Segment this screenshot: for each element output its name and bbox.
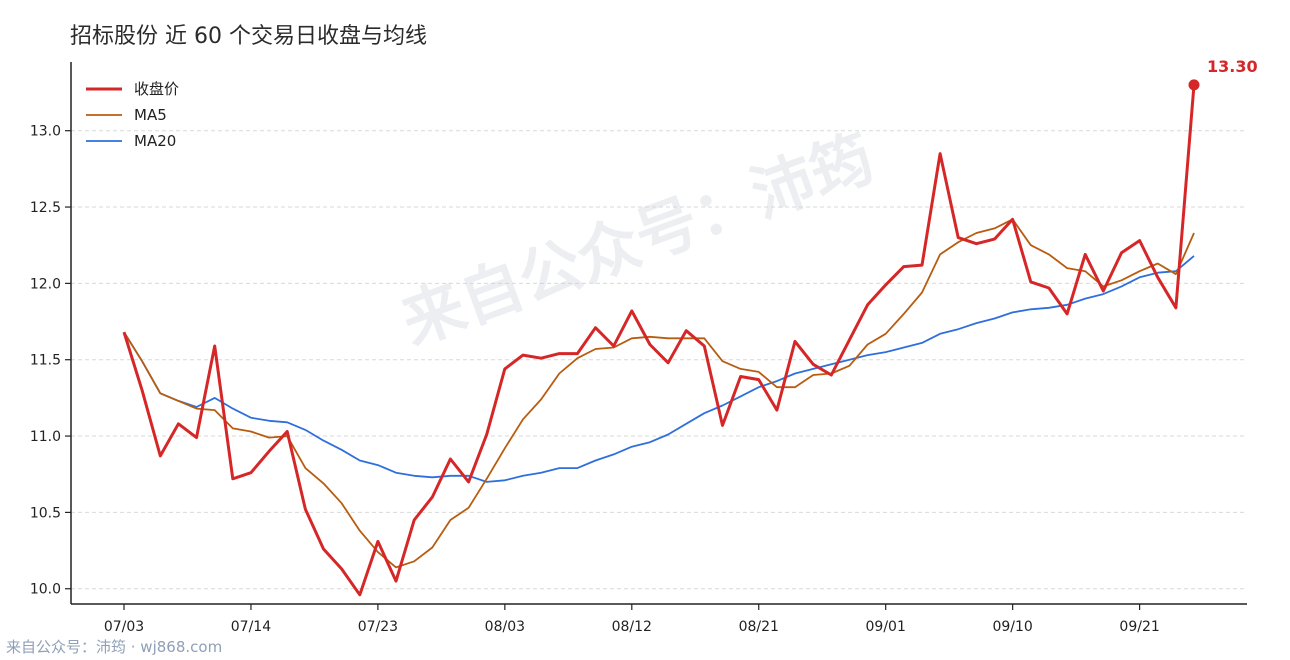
x-tick-label: 08/12 <box>612 619 652 635</box>
x-tick-label: 08/03 <box>485 619 525 635</box>
x-tick-label: 09/10 <box>992 619 1032 635</box>
y-tick-label: 10.0 <box>30 582 61 598</box>
y-tick-label: 11.5 <box>30 353 61 369</box>
x-tick-label: 07/23 <box>358 619 398 635</box>
legend-label: 收盘价 <box>134 80 179 98</box>
corner-watermark: 来自公众号：沛筠 · wj868.com <box>6 638 223 656</box>
series-line-ma5 <box>123 218 1195 569</box>
legend: 收盘价 MA5 MA20 <box>86 80 179 150</box>
x-tick-label: 09/21 <box>1119 619 1159 635</box>
peak-point <box>1188 79 1200 91</box>
x-tick-label: 08/21 <box>739 619 779 635</box>
y-tick-label: 12.0 <box>30 276 61 292</box>
series-lines: 13.30 <box>122 57 1258 597</box>
series-line-close <box>122 84 1196 597</box>
y-tick-label: 13.0 <box>30 124 61 140</box>
y-tick-label: 11.0 <box>30 429 61 445</box>
chart-title: 招标股份 近 60 个交易日收盘与均线 <box>70 24 427 49</box>
x-tick-label: 07/14 <box>231 619 271 635</box>
y-tick-label: 10.5 <box>30 505 61 521</box>
x-tick-label: 07/03 <box>104 619 144 635</box>
series-line-ma20 <box>123 255 1195 483</box>
peak-label: 13.30 <box>1207 57 1258 76</box>
x-tick-label: 09/01 <box>866 619 906 635</box>
legend-label: MA20 <box>134 132 176 150</box>
y-tick-label: 12.5 <box>30 200 61 216</box>
axes: 10.0 10.5 11.0 11.5 12.0 12.5 13.0 07/03 07/14 07… <box>30 62 1247 635</box>
legend-label: MA5 <box>134 106 167 124</box>
